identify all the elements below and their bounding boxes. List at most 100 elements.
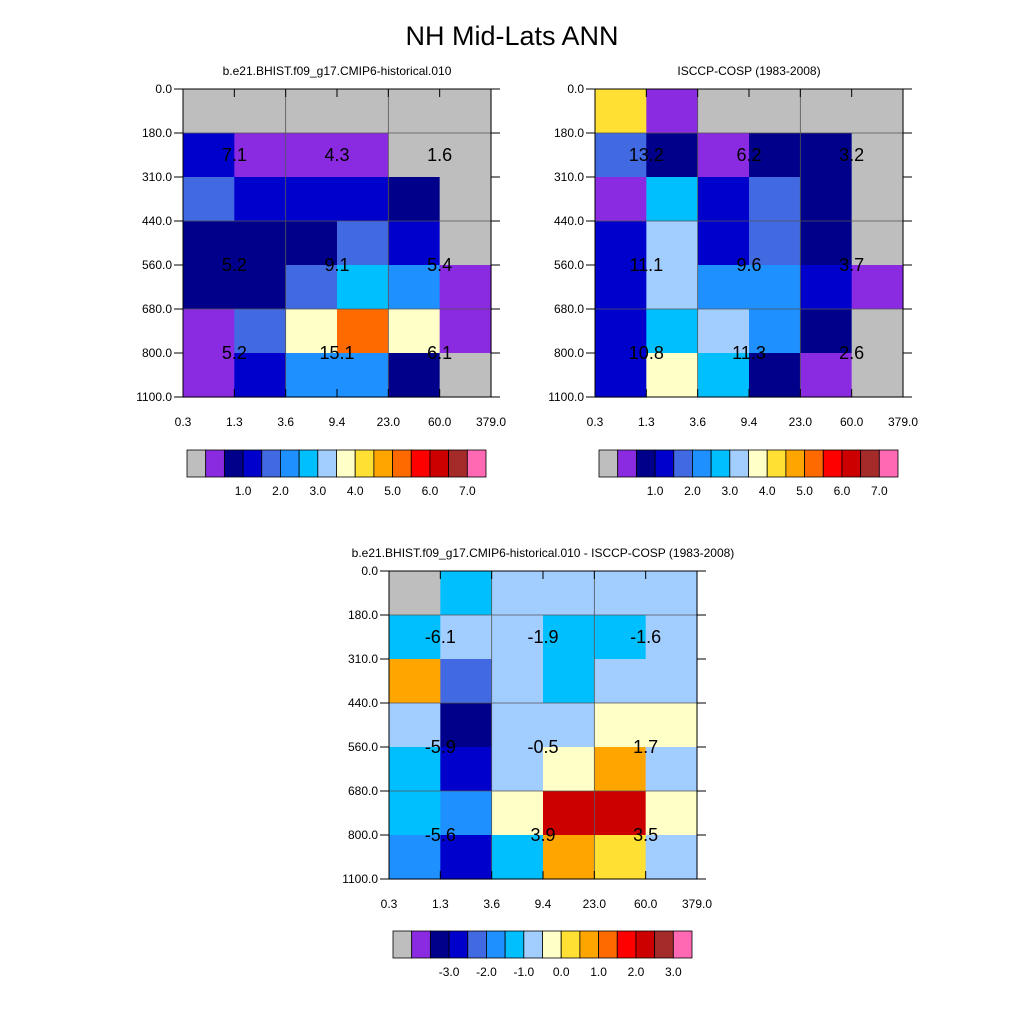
colorbar-swatch — [617, 449, 637, 478]
x-tick-label: 1.3 — [638, 415, 655, 429]
colorbar-swatch — [710, 449, 731, 478]
colorbar-label: 5.0 — [796, 484, 813, 498]
heatmap-panel-obs: ISCCP-COSP (1983-2008) 0.3 1.3 3.6 9.4 23.0 60… — [548, 64, 918, 498]
colorbar-swatch — [785, 449, 805, 478]
heatmap-cell — [388, 89, 441, 134]
cell-value-label: 7.1 — [222, 145, 247, 165]
x-tick-label: 1.3 — [432, 897, 449, 911]
heatmap-cell — [439, 309, 492, 354]
colorbar-label: 6.0 — [422, 484, 439, 498]
colorbar-label: 2.0 — [628, 965, 645, 979]
heatmap-cell — [491, 659, 544, 704]
colorbar-swatch — [373, 449, 393, 478]
heatmap-cell — [594, 791, 647, 836]
colorbar-label: 7.0 — [459, 484, 476, 498]
colorbar-swatch — [298, 449, 319, 478]
heatmap-cell — [440, 791, 493, 836]
cell-value-label: 15.1 — [319, 343, 354, 363]
heatmap-cell — [491, 835, 544, 880]
heatmap-cell — [697, 309, 750, 354]
heatmap-cell — [595, 265, 647, 310]
colorbar-swatch — [860, 449, 880, 478]
heatmap-cell — [595, 177, 647, 222]
heatmap-cell — [595, 221, 647, 266]
heatmap-cell — [439, 265, 492, 310]
heatmap-cell — [851, 353, 904, 398]
heatmap-cell — [491, 791, 544, 836]
heatmap-cell — [595, 309, 647, 354]
heatmap-cell — [337, 133, 389, 178]
cell-value-label: 5.4 — [427, 255, 452, 275]
heatmap-cell — [800, 309, 853, 354]
heatmap-cell — [851, 133, 904, 178]
cell-value-label: 5.2 — [222, 255, 247, 275]
x-tick-label: 0.3 — [381, 897, 398, 911]
heatmap-cell — [337, 89, 389, 134]
y-tick-label: 1100.0 — [136, 390, 172, 404]
heatmap-cell — [697, 265, 750, 310]
colorbar-swatch — [336, 449, 356, 478]
heatmap-cell — [183, 221, 235, 266]
cell-value-label: 13.2 — [629, 145, 664, 165]
heatmap-cell — [543, 703, 595, 748]
heatmap-cell — [594, 747, 647, 792]
x-tick-label: 1.3 — [226, 415, 243, 429]
x-tick-label: 3.6 — [689, 415, 706, 429]
cell-value-label: 6.1 — [427, 343, 452, 363]
heatmap-cell — [234, 177, 287, 222]
colorbar-swatch — [410, 449, 431, 478]
colorbar-swatch — [523, 930, 543, 959]
x-tick-label: 379.0 — [476, 415, 506, 429]
heatmap-cell — [645, 835, 698, 880]
heatmap-cell — [389, 615, 441, 660]
colorbar-swatch — [466, 449, 487, 478]
heatmap-cell — [646, 309, 699, 354]
cell-value-label: 1.6 — [427, 145, 452, 165]
y-tick-label: 310.0 — [348, 652, 378, 666]
colorbar-label: -2.0 — [476, 965, 497, 979]
heatmap-cell — [337, 265, 389, 310]
colorbar-swatch — [448, 449, 468, 478]
heatmap-cell — [851, 89, 904, 134]
heatmap-cell — [543, 747, 595, 792]
x-tick-label: 0.3 — [587, 415, 604, 429]
heatmap-cell — [543, 659, 595, 704]
y-tick-label: 0.0 — [567, 82, 584, 96]
y-tick-label: 680.0 — [142, 302, 172, 316]
heatmap-cell — [749, 133, 801, 178]
colorbar-swatch — [448, 930, 469, 959]
colorbar-swatch — [673, 449, 693, 478]
heatmap-cell — [800, 221, 853, 266]
cell-value-label: 10.8 — [629, 343, 664, 363]
cell-value-label: 3.2 — [839, 145, 864, 165]
heatmap-cell — [337, 177, 389, 222]
heatmap-cell — [389, 747, 441, 792]
heatmap-cell — [388, 133, 441, 178]
colorbar-swatch — [205, 449, 225, 478]
heatmap-cell — [439, 353, 492, 398]
heatmap-cell — [183, 89, 235, 134]
panel-title: b.e21.BHIST.f09_g17.CMIP6-historical.010 — [223, 64, 452, 78]
heatmap-cell — [800, 177, 853, 222]
heatmap-cell — [234, 133, 287, 178]
heatmap-cell — [183, 265, 235, 310]
colorbar-swatch — [635, 449, 656, 478]
colorbar-label: 2.0 — [272, 484, 289, 498]
heatmap-cell — [645, 747, 698, 792]
heatmap-cell — [234, 309, 287, 354]
heatmap-cell — [285, 177, 338, 222]
cell-value-label: 9.6 — [736, 255, 761, 275]
colorbar-swatch — [560, 930, 581, 959]
y-tick-label: 440.0 — [554, 214, 584, 228]
heatmap-cell — [749, 309, 801, 354]
colorbar-label: 7.0 — [871, 484, 888, 498]
heatmap-cell — [851, 265, 904, 310]
heatmap-cell — [645, 703, 698, 748]
cell-value-label: -5.6 — [425, 825, 456, 845]
heatmap-cell — [440, 615, 493, 660]
cell-value-label: -1.6 — [630, 627, 661, 647]
colorbar-swatch — [729, 449, 749, 478]
heatmap-cell — [595, 353, 647, 398]
heatmap-cell — [337, 309, 389, 354]
heatmap-cell — [749, 89, 801, 134]
